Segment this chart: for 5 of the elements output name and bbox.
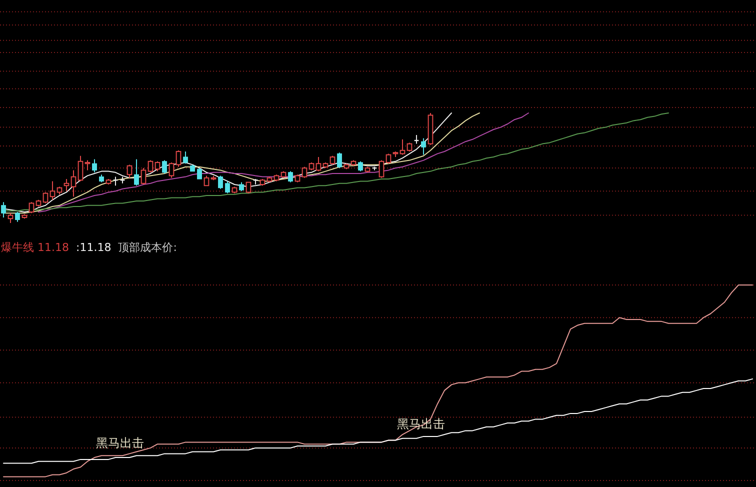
- text: :11.18: [76, 241, 112, 254]
- annotation: 黑马出击: [96, 436, 144, 450]
- text: 爆牛线 11.18: [1, 241, 69, 254]
- annotation: 黑马出击: [397, 417, 445, 431]
- text: 顶部成本价:: [118, 241, 177, 254]
